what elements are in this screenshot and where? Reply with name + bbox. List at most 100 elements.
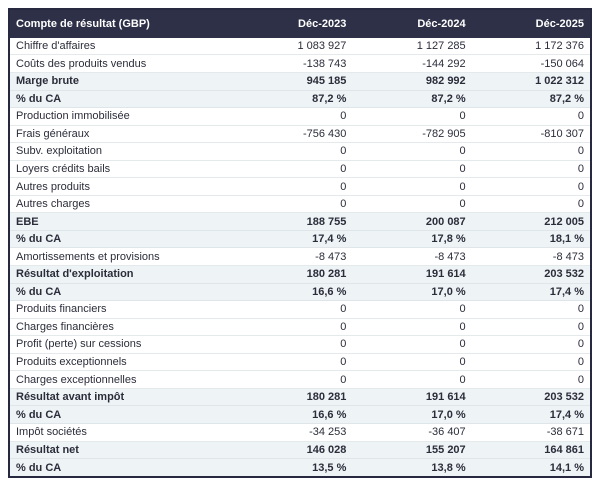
row-label: Marge brute [9, 72, 234, 91]
table-row: Résultat avant impôt 180 281 191 614 203… [9, 388, 591, 407]
table-row: Résultat d'exploitation 180 281 191 614 … [9, 265, 591, 284]
row-value: 945 185 [233, 72, 353, 91]
row-label: Loyers crédits bails [9, 160, 234, 179]
row-value: 203 532 [471, 265, 591, 284]
table-row: Loyers crédits bails 0 0 0 [9, 160, 591, 179]
row-label: Charges financières [9, 318, 234, 337]
row-value: 0 [352, 142, 472, 161]
table-row: Frais généraux -756 430 -782 905 -810 30… [9, 125, 591, 144]
row-value: 0 [233, 195, 353, 214]
row-value: 87,2 % [471, 90, 591, 109]
row-label: Résultat d'exploitation [9, 265, 234, 284]
row-value: 0 [352, 300, 472, 319]
row-value: 0 [471, 353, 591, 372]
row-value: 0 [233, 177, 353, 196]
row-value: 14,1 % [471, 458, 591, 477]
row-value: 0 [471, 195, 591, 214]
table-row: Résultat net 146 028 155 207 164 861 [9, 441, 591, 460]
row-value: -38 671 [471, 423, 591, 442]
row-value: -782 905 [352, 125, 472, 144]
row-value: -756 430 [233, 125, 353, 144]
table-row: % du CA 16,6 % 17,0 % 17,4 % [9, 283, 591, 302]
row-value: 1 022 312 [471, 72, 591, 91]
table-row: EBE 188 755 200 087 212 005 [9, 212, 591, 231]
row-label: Production immobilisée [9, 107, 234, 126]
row-label: % du CA [9, 230, 234, 249]
row-value: -34 253 [233, 423, 353, 442]
row-value: 0 [471, 107, 591, 126]
row-value: 17,0 % [352, 283, 472, 302]
row-label: % du CA [9, 90, 234, 109]
row-value: 1 127 285 [352, 38, 472, 56]
header-col-dec-2025: Déc-2025 [471, 9, 591, 38]
table-row: Produits exceptionnels 0 0 0 [9, 353, 591, 372]
income-statement-table: Compte de résultat (GBP) Déc-2023 Déc-20… [8, 8, 592, 478]
row-label: Produits exceptionnels [9, 353, 234, 372]
row-value: 0 [352, 318, 472, 337]
table-row: Profit (perte) sur cessions 0 0 0 [9, 335, 591, 354]
header-title: Compte de résultat (GBP) [9, 9, 234, 38]
row-value: 203 532 [471, 388, 591, 407]
row-value: 180 281 [233, 388, 353, 407]
row-value: 0 [352, 177, 472, 196]
row-label: % du CA [9, 458, 234, 477]
row-label: Charges exceptionnelles [9, 370, 234, 389]
row-value: -810 307 [471, 125, 591, 144]
row-value: 0 [352, 160, 472, 179]
row-value: 17,8 % [352, 230, 472, 249]
table-row: Production immobilisée 0 0 0 [9, 107, 591, 126]
row-value: -8 473 [471, 247, 591, 267]
row-value: 188 755 [233, 212, 353, 231]
row-value: 191 614 [352, 265, 472, 284]
table-row: Charges exceptionnelles 0 0 0 [9, 370, 591, 389]
row-value: 1 172 376 [471, 38, 591, 56]
row-value: -144 292 [352, 54, 472, 74]
row-label: Résultat avant impôt [9, 388, 234, 407]
row-value: 13,8 % [352, 458, 472, 477]
row-value: 0 [233, 353, 353, 372]
table-row: Subv. exploitation 0 0 0 [9, 142, 591, 161]
row-value: 18,1 % [471, 230, 591, 249]
row-label: Coûts des produits vendus [9, 54, 234, 74]
row-value: -8 473 [352, 247, 472, 267]
header-col-dec-2024: Déc-2024 [352, 9, 472, 38]
row-label: Résultat net [9, 441, 234, 460]
row-value: 0 [471, 177, 591, 196]
row-value: 17,4 % [471, 283, 591, 302]
row-value: 180 281 [233, 265, 353, 284]
header-row: Compte de résultat (GBP) Déc-2023 Déc-20… [9, 9, 591, 38]
row-label: Frais généraux [9, 125, 234, 144]
table-row: % du CA 17,4 % 17,8 % 18,1 % [9, 230, 591, 249]
row-value: 0 [233, 300, 353, 319]
table-row: % du CA 13,5 % 13,8 % 14,1 % [9, 458, 591, 477]
row-value: 17,4 % [233, 230, 353, 249]
table-header: Compte de résultat (GBP) Déc-2023 Déc-20… [9, 9, 591, 38]
row-value: 191 614 [352, 388, 472, 407]
row-value: -150 064 [471, 54, 591, 74]
row-value: 0 [233, 318, 353, 337]
table-row: Charges financières 0 0 0 [9, 318, 591, 337]
row-value: 0 [471, 318, 591, 337]
row-value: 0 [471, 335, 591, 354]
table-row: Autres produits 0 0 0 [9, 177, 591, 196]
row-label: % du CA [9, 283, 234, 302]
table-row: Impôt sociétés -34 253 -36 407 -38 671 [9, 423, 591, 442]
row-label: Autres produits [9, 177, 234, 196]
row-value: 0 [471, 300, 591, 319]
row-value: 87,2 % [352, 90, 472, 109]
row-value: 0 [471, 142, 591, 161]
row-value: 212 005 [471, 212, 591, 231]
row-value: -36 407 [352, 423, 472, 442]
row-label: Produits financiers [9, 300, 234, 319]
row-value: 0 [233, 335, 353, 354]
row-label: Amortissements et provisions [9, 247, 234, 267]
table-row: Marge brute 945 185 982 992 1 022 312 [9, 72, 591, 91]
table-body: Chiffre d'affaires 1 083 927 1 127 285 1… [9, 38, 591, 477]
row-label: Profit (perte) sur cessions [9, 335, 234, 354]
row-value: 0 [233, 142, 353, 161]
row-label: Impôt sociétés [9, 423, 234, 442]
row-value: 17,0 % [352, 405, 472, 424]
row-value: 17,4 % [471, 405, 591, 424]
table-row: Amortissements et provisions -8 473 -8 4… [9, 247, 591, 267]
